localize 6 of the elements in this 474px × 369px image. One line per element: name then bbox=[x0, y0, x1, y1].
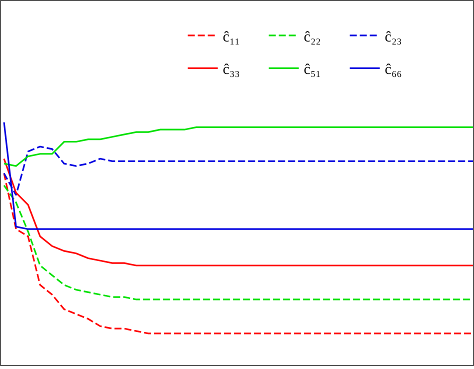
legend-label: ĉ₂₃ bbox=[384, 29, 402, 46]
legend-label: ĉ₅₁ bbox=[304, 62, 321, 78]
legend-label: ĉ₁₁ bbox=[222, 29, 240, 46]
legend-label: ĉ₂₂ bbox=[304, 29, 321, 46]
legend-label: ĉ₃₃ bbox=[222, 62, 240, 78]
legend-label: ĉ₆₆ bbox=[384, 62, 402, 78]
